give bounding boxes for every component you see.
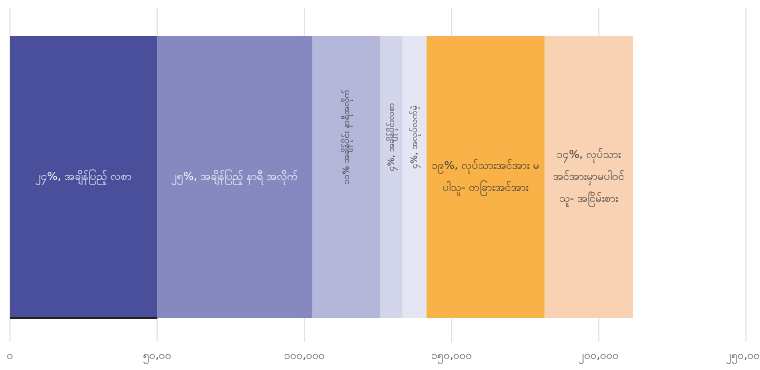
segment-label: ၂၅%, အချိန်ပြည့် နာရီ အလိုက် — [171, 170, 298, 183]
x-tick-label: ၂၀၀,၀၀၀ — [579, 349, 619, 364]
bar-segment — [380, 36, 403, 318]
segment-label: ၄%, အလုပ်လက်မဲ့ — [409, 105, 421, 169]
segment-label: ၁၉%, လုပ်သားအင်အား မပါသူ- တခြားအင်အား — [431, 159, 540, 194]
bar-segment — [157, 36, 313, 318]
x-tick-label: ၁၀၀,၀၀၀ — [284, 349, 325, 362]
segment-label: ၁၄%, လုပ်သားအင်အားမှာမပါဝင်သူ- အငြိမ်းစာ… — [553, 148, 625, 205]
x-tick-label: ၂၅၀,၀၀၀ — [726, 349, 760, 364]
bar-segment — [312, 36, 381, 318]
x-tick-label: ၁၅၀,၀၀၀ — [431, 349, 472, 364]
x-tick-label: ၅၀,၀၀ — [143, 349, 171, 364]
x-tick-label: ၀ — [7, 349, 13, 362]
bar-segment — [426, 36, 545, 318]
bar-segment — [544, 36, 633, 318]
segment-label: ၄%, အချိန်ပိုင်းလစာ — [386, 103, 398, 171]
bar-segment — [10, 36, 158, 318]
segment-label: ၁၁% အချိန်ပိုင်း နာရီအလိုက် — [341, 89, 353, 185]
segment-label: ၂၄%, အချိန်ပြည့် လစာ — [35, 170, 132, 183]
bar-segment — [402, 36, 427, 318]
